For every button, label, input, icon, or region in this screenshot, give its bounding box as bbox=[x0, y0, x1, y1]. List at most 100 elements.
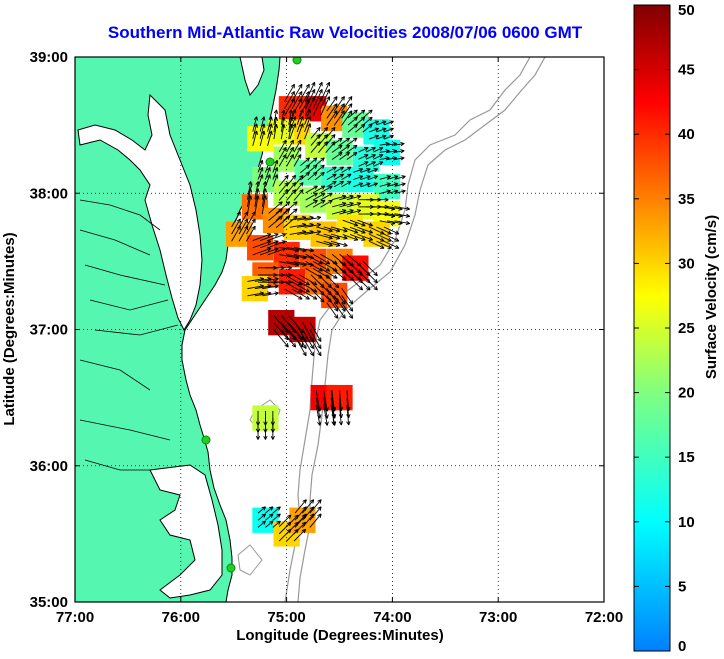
velocity-arrow bbox=[267, 130, 273, 147]
velocity-arrow bbox=[272, 280, 292, 285]
velocity-arrow bbox=[291, 91, 303, 110]
velocity-arrow bbox=[293, 189, 304, 201]
velocity-arrow bbox=[325, 274, 340, 289]
colorbar-tick-label: 0 bbox=[678, 638, 686, 655]
bathymetry-contour-1 bbox=[284, 57, 531, 602]
velocity-arrow bbox=[341, 103, 353, 119]
velocity-arrow bbox=[367, 182, 378, 188]
velocity-arrow bbox=[339, 194, 354, 201]
velocity-arrow bbox=[326, 302, 339, 319]
velocity-arrow bbox=[394, 189, 406, 195]
velocity-arrow bbox=[376, 127, 387, 133]
velocity-arrow bbox=[320, 81, 331, 102]
velocity-arrow bbox=[330, 240, 348, 247]
velocity-arrow bbox=[353, 175, 364, 181]
velocity-arrow bbox=[346, 404, 351, 426]
velocity-arrow bbox=[272, 513, 281, 521]
velocity-arrow bbox=[358, 161, 369, 167]
velocity-arrow bbox=[342, 234, 359, 241]
velocity-arrow bbox=[383, 233, 400, 242]
velocity-arrow bbox=[333, 110, 345, 126]
velocity-arrow bbox=[368, 120, 380, 126]
velocity-arrow bbox=[339, 137, 350, 146]
velocity-arrow bbox=[257, 520, 266, 528]
velocity-arrow bbox=[373, 161, 384, 167]
velocity-arrow bbox=[304, 215, 322, 221]
velocity-arrow bbox=[246, 225, 256, 242]
velocity-arrow bbox=[326, 166, 337, 173]
velocity-arrow bbox=[379, 189, 391, 195]
velocity-arrow bbox=[349, 234, 366, 241]
velocity-arrow bbox=[333, 173, 345, 181]
velocity-arrow bbox=[347, 275, 364, 291]
velocity-arrow bbox=[280, 123, 286, 140]
velocity-arrow bbox=[272, 167, 279, 180]
velocity-arrow bbox=[341, 173, 352, 181]
velocity-arrow bbox=[365, 161, 376, 167]
velocity-arrow bbox=[330, 233, 348, 240]
velocity-arrow bbox=[362, 260, 378, 277]
velocity-arrow bbox=[325, 126, 336, 139]
velocity-arrow bbox=[268, 201, 283, 214]
velocity-arrow bbox=[315, 404, 322, 426]
grid-lines bbox=[75, 57, 604, 602]
velocity-arrow bbox=[362, 116, 373, 126]
y-axis-label: Latitude (Degrees:Minutes) bbox=[1, 232, 18, 425]
velocity-arrow bbox=[376, 134, 387, 140]
velocity-arrow bbox=[302, 336, 314, 357]
velocity-arrow bbox=[294, 499, 307, 514]
colorbar-tick-label: 5 bbox=[678, 578, 686, 595]
colorbar bbox=[633, 4, 671, 652]
velocity-arrow bbox=[362, 109, 373, 119]
velocity-arrow bbox=[333, 166, 345, 173]
velocity-arrow bbox=[379, 182, 391, 187]
velocity-arrow bbox=[342, 219, 359, 227]
velocity-arrow bbox=[368, 233, 385, 242]
coastline bbox=[181, 57, 281, 602]
velocity-arrow bbox=[323, 233, 341, 240]
velocity-arrow bbox=[307, 157, 318, 167]
velocity-arrow bbox=[383, 120, 394, 126]
velocity-arrow bbox=[294, 329, 307, 350]
velocity-arrow bbox=[293, 139, 302, 153]
velocity-arrow bbox=[261, 195, 268, 215]
velocity-arrow bbox=[286, 154, 294, 167]
velocity-arrow bbox=[323, 404, 329, 426]
velocity-arrow bbox=[259, 116, 266, 132]
velocity-arrow bbox=[357, 226, 373, 234]
velocity-arrow bbox=[346, 194, 362, 201]
velocity-arrow bbox=[314, 157, 325, 167]
velocity-arrow bbox=[346, 144, 358, 153]
velocity-arrow bbox=[291, 288, 310, 300]
velocity-arrow bbox=[339, 201, 354, 208]
velocity-arrow bbox=[341, 295, 354, 312]
velocity-arrow bbox=[265, 506, 274, 514]
velocity-arrow bbox=[280, 109, 286, 125]
y-tick-label: 39:00 bbox=[30, 49, 68, 66]
x-tick-label: 74:00 bbox=[373, 609, 411, 626]
colorbar-tick-label: 25 bbox=[678, 320, 695, 337]
velocity-arrow bbox=[386, 182, 399, 187]
velocity-arrow bbox=[326, 295, 339, 312]
velocity-arrow bbox=[331, 268, 347, 281]
velocity-arrow bbox=[231, 218, 241, 235]
velocity-arrow bbox=[357, 219, 373, 227]
velocity-arrow bbox=[349, 226, 366, 234]
velocity-arrow bbox=[252, 240, 272, 249]
colorbar-tick-label: 15 bbox=[678, 449, 695, 466]
velocity-arrow bbox=[331, 201, 347, 208]
velocity-arrow bbox=[367, 175, 378, 181]
velocity-arrow bbox=[333, 302, 346, 319]
velocity-arrow bbox=[331, 194, 347, 201]
velocity-arrow bbox=[349, 219, 366, 227]
velocity-arrow bbox=[265, 167, 271, 180]
velocity-arrow bbox=[298, 83, 310, 102]
x-tick-label: 76:00 bbox=[162, 609, 200, 626]
x-axis-label: Longitude (Degrees:Minutes) bbox=[236, 627, 444, 644]
colorbar-ticks: 0 5 10 15 20 25 30 35 40 45 50 bbox=[634, 2, 695, 655]
radar-station-marker bbox=[292, 57, 302, 65]
velocity-arrow bbox=[326, 288, 339, 305]
velocity-arrow bbox=[273, 123, 279, 140]
velocity-arrow bbox=[309, 506, 322, 521]
velocity-arrow bbox=[368, 127, 380, 133]
